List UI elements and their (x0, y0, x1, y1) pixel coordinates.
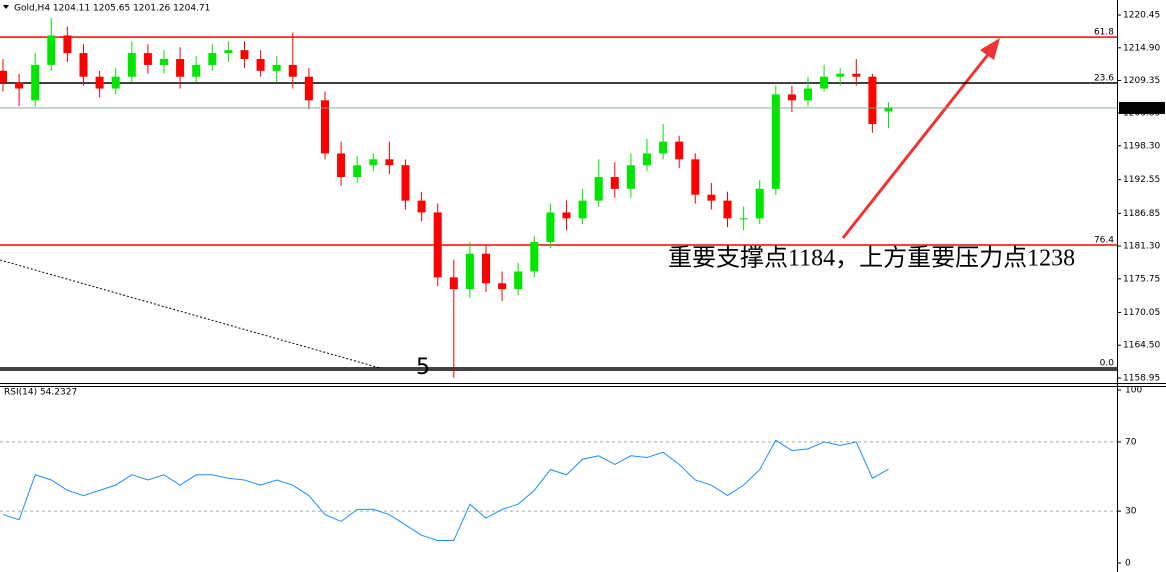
candle-body (160, 59, 168, 65)
arrow-head (980, 38, 1000, 60)
candle-body (79, 53, 88, 77)
y-tick-label: 1192.55 (1123, 175, 1160, 185)
candle-body (514, 271, 523, 290)
candle-body (272, 64, 281, 71)
candle-body (63, 35, 72, 54)
candle-body (610, 177, 619, 189)
candle-body (836, 73, 845, 77)
candle-body (385, 159, 394, 166)
candle-body (820, 76, 829, 89)
y-tick-label: 1220.45 (1123, 11, 1160, 21)
candle-body (755, 188, 764, 219)
candle-body (433, 212, 442, 278)
y-tick-label: 1198.30 (1123, 141, 1160, 151)
candle-body (884, 107, 893, 112)
candle-body (546, 212, 555, 242)
candle-body (143, 53, 152, 65)
y-tick-label: 1181.30 (1123, 242, 1160, 252)
candle-body (31, 64, 40, 101)
fib-level-label: 76.4 (1094, 235, 1114, 245)
y-tick-label: 70 (1125, 437, 1137, 447)
candle-body (0, 70, 7, 83)
fib-level-label: 0.0 (1100, 358, 1115, 368)
current-price-label: 1204.71 (1123, 103, 1160, 113)
candle-body (176, 59, 185, 77)
y-tick-label: 1175.75 (1123, 274, 1160, 284)
candle-body (787, 94, 796, 101)
candle-body (482, 253, 490, 284)
candle-body (675, 141, 684, 160)
menu-icon (3, 5, 9, 9)
y-tick-label: 1170.05 (1123, 308, 1160, 318)
candle-body (288, 64, 297, 77)
y-tick-label: 1186.85 (1123, 209, 1160, 219)
candle-body (594, 177, 603, 201)
candle-body (15, 82, 24, 89)
candle-body (707, 194, 716, 201)
y-tick-label: 1214.90 (1123, 43, 1160, 53)
candle-body (47, 35, 56, 65)
y-tick-label: 30 (1125, 507, 1137, 517)
candle-body (562, 212, 571, 219)
fib-level-label: 61.8 (1094, 28, 1114, 38)
candle-body (771, 94, 780, 189)
current-price-box (1119, 101, 1165, 114)
candle-body (530, 241, 539, 272)
candle-body (208, 53, 217, 65)
candle-body (224, 50, 233, 54)
candle-body (111, 76, 120, 89)
candle-body (739, 218, 748, 220)
candle-body (337, 153, 346, 178)
candle-body (449, 277, 458, 290)
rsi-title: RSI(14) 54.2327 (4, 388, 77, 398)
candle-body (95, 76, 104, 89)
candle-body (321, 100, 329, 154)
candle-body (804, 88, 812, 101)
candle-body (465, 253, 474, 290)
candle-body (578, 200, 587, 219)
candle-body (192, 64, 201, 77)
annotation: 重要支撑点1184，上方重要压力点1238 (668, 245, 1075, 272)
y-tick-label: 1158.95 (1123, 373, 1160, 383)
candle-body (127, 53, 136, 77)
rsi-line (2, 439, 889, 542)
y-tick-label: 0 (1125, 559, 1131, 569)
y-tick-label: 100 (1125, 386, 1142, 396)
candle-body (240, 50, 249, 60)
y-tick-label: 1209.35 (1123, 76, 1160, 86)
candle-body (852, 73, 861, 77)
y-tick-label: 1164.50 (1123, 341, 1160, 351)
candle-body (498, 283, 507, 290)
trend-line (0, 259, 381, 369)
candle-body (401, 165, 410, 201)
candle-body (353, 165, 362, 178)
candle-body (626, 165, 635, 189)
candle-body (691, 159, 700, 195)
candle-body (643, 153, 651, 166)
candle-body (868, 76, 877, 124)
candle-body (304, 76, 313, 101)
candle-body (369, 159, 378, 166)
chart-title: Gold,H4 1204.11 1205.65 1201.26 1204.71 (14, 4, 210, 14)
candle-body (256, 59, 265, 71)
fib-level-label: 23.6 (1094, 74, 1114, 84)
candle-body (659, 141, 668, 154)
candle-body (723, 200, 732, 219)
candle-body (417, 200, 426, 213)
